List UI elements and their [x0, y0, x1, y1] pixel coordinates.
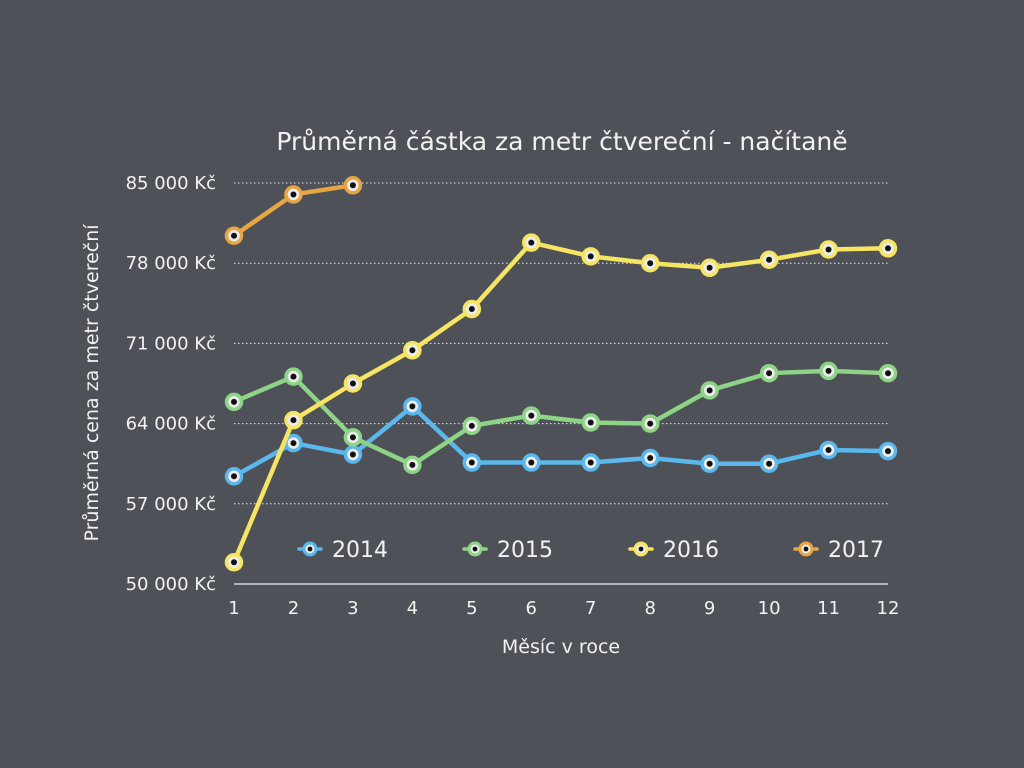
data-point [640, 253, 660, 273]
x-tick-label: 3 [347, 598, 358, 619]
legend-label: 2014 [332, 538, 388, 563]
y-tick-label: 78 000 Kč [126, 253, 216, 274]
x-tick-label: 8 [644, 598, 655, 619]
data-point [224, 226, 244, 245]
y-tick-label: 71 000 Kč [126, 333, 216, 354]
grid-lines [234, 182, 888, 585]
data-point [284, 185, 303, 204]
data-point [403, 341, 422, 360]
legend: 2014 2015 2016 2017 [297, 538, 884, 563]
data-point [284, 367, 303, 386]
data-point [462, 299, 482, 319]
chart-title: Průměrná částka za metr čtvereční - načí… [276, 127, 847, 156]
data-point [878, 441, 898, 461]
data-point [224, 552, 244, 572]
legend-item-2017: 2017 [793, 538, 884, 563]
x-tick-label: 1 [228, 598, 239, 619]
x-tick-label: 5 [466, 598, 477, 619]
data-point [284, 410, 303, 430]
y-axis-tick-labels: 50 000 Kč 57 000 Kč 64 000 Kč 71 000 Kč 78 0… [126, 173, 216, 595]
data-point [522, 233, 541, 252]
data-point [581, 413, 600, 432]
series-2014 [224, 397, 898, 486]
legend-item-2014: 2014 [297, 538, 388, 563]
x-tick-label: 12 [877, 598, 900, 619]
data-point [343, 374, 363, 393]
legend-item-2015: 2015 [462, 538, 553, 563]
data-point [462, 416, 482, 436]
y-tick-label: 85 000 Kč [126, 173, 216, 194]
legend-label: 2017 [828, 538, 884, 563]
data-point [759, 250, 779, 270]
data-point [759, 454, 779, 473]
x-tick-label: 6 [526, 598, 537, 619]
data-point [343, 428, 363, 447]
series-2015 [224, 361, 898, 475]
data-point [403, 455, 422, 475]
data-point [878, 363, 898, 383]
data-point [819, 240, 838, 259]
data-point [700, 381, 719, 400]
legend-label: 2015 [497, 538, 553, 563]
data-point [343, 445, 363, 464]
data-point [581, 247, 600, 266]
data-point [878, 239, 898, 258]
x-axis-label: Měsíc v roce [502, 636, 620, 658]
x-tick-label: 10 [758, 598, 781, 619]
data-point [759, 363, 779, 383]
legend-item-2016: 2016 [628, 538, 719, 563]
data-point [819, 361, 838, 381]
series-line-2016 [231, 240, 891, 565]
y-tick-label: 50 000 Kč [126, 574, 216, 595]
data-point [224, 392, 244, 412]
x-tick-label: 7 [585, 598, 596, 619]
x-tick-label: 11 [817, 598, 840, 619]
data-point [462, 453, 482, 472]
x-tick-label: 2 [288, 598, 299, 619]
data-point [522, 453, 541, 472]
data-point [640, 414, 660, 433]
data-point [700, 454, 719, 473]
data-point [581, 453, 600, 472]
data-point [700, 258, 719, 278]
data-point [522, 406, 541, 425]
series-line-2014 [231, 404, 891, 479]
y-tick-label: 57 000 Kč [126, 494, 216, 515]
y-tick-label: 64 000 Kč [126, 414, 216, 435]
series-lines [224, 176, 898, 572]
y-axis-label: Průměrná cena za metr čtvereční [81, 224, 103, 542]
data-point [640, 448, 660, 468]
data-point [819, 440, 838, 460]
x-axis-tick-labels: 1 2 3 4 5 6 7 8 9 10 11 12 [228, 598, 899, 619]
x-tick-label: 9 [704, 598, 715, 619]
data-point [224, 467, 244, 486]
series-line-2015 [231, 368, 891, 468]
data-point [343, 176, 363, 195]
legend-label: 2016 [663, 538, 719, 563]
series-2016 [224, 233, 898, 572]
series-2017 [224, 176, 363, 245]
data-point [403, 397, 422, 416]
x-tick-label: 4 [407, 598, 418, 619]
